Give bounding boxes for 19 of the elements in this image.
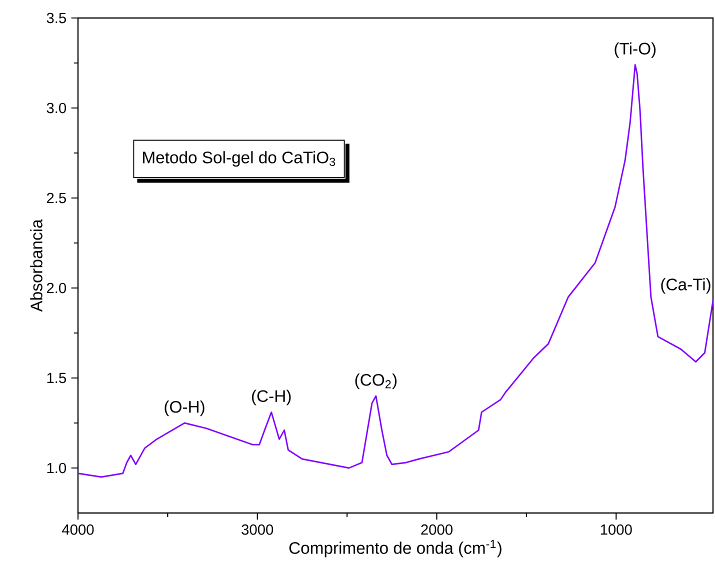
annotation: (CO$_{2}$) — [355, 374, 397, 390]
x-tick-label: 2000 — [421, 524, 452, 535]
x-axis-title: Comprimento de onda (cm$^{-1}$) — [289, 540, 502, 558]
annotation: Metodo Sol-gel do CaTiO$_{3}$ — [143, 151, 336, 167]
annotation: (Ti-O) — [614, 42, 656, 58]
y-tick-label: 1.5 — [47, 372, 66, 384]
y-tick-label: 3.0 — [46, 102, 66, 114]
annotation: (O-H) — [164, 400, 204, 416]
y-tick-label: 3.5 — [46, 12, 66, 24]
x-tick-label: 4000 — [62, 524, 94, 535]
x-tick-label: 3000 — [242, 524, 274, 535]
x-tick-label: 1000 — [600, 524, 632, 535]
y-axis-title: Absorbancia — [30, 219, 42, 312]
annotation: (Ca-Ti) — [661, 278, 710, 294]
annotation: (C-H) — [252, 390, 291, 406]
line-series — [77, 64, 714, 478]
y-tick-label: 1.0 — [47, 462, 66, 474]
y-tick-label: 2.5 — [46, 192, 66, 204]
y-tick-label: 2.0 — [46, 282, 66, 294]
